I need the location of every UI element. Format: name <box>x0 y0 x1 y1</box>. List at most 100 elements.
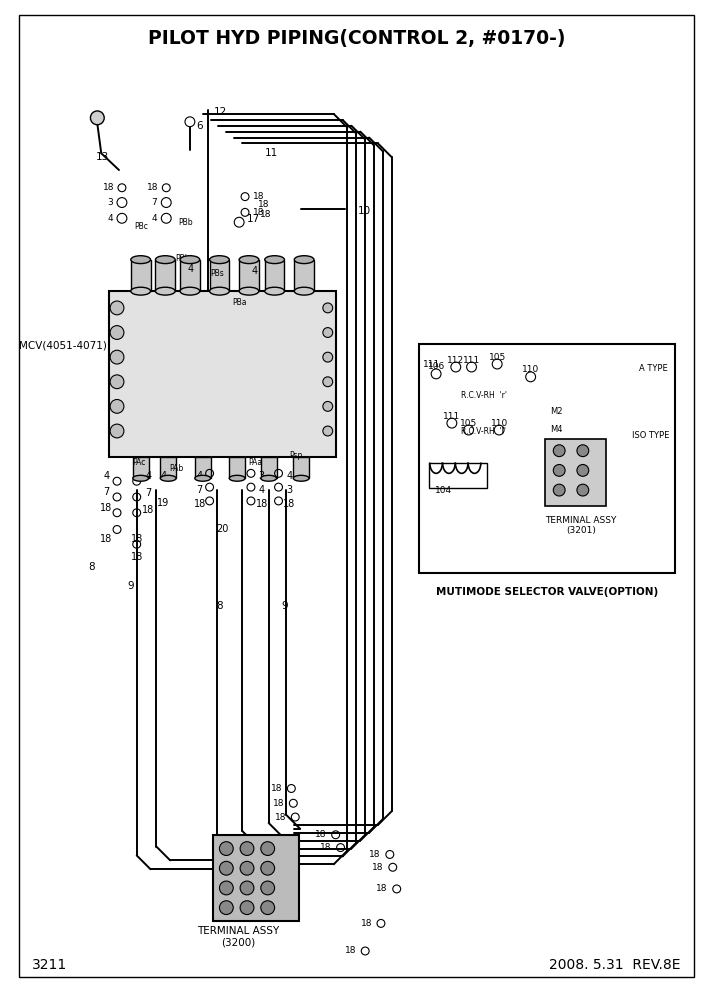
Text: 7: 7 <box>145 488 152 498</box>
Circle shape <box>185 117 195 127</box>
Circle shape <box>323 352 333 362</box>
Text: 18: 18 <box>147 184 159 192</box>
Ellipse shape <box>155 288 175 295</box>
Text: 110: 110 <box>491 419 508 428</box>
Text: 18: 18 <box>369 850 381 859</box>
Ellipse shape <box>155 256 175 264</box>
Bar <box>239 260 259 292</box>
Bar <box>419 344 675 572</box>
Bar <box>294 260 314 292</box>
Ellipse shape <box>195 475 211 481</box>
Text: 4: 4 <box>152 214 157 223</box>
Text: R.C.V-RH  'r': R.C.V-RH 'r' <box>461 391 507 400</box>
Bar <box>293 456 309 478</box>
Text: 18: 18 <box>256 499 268 509</box>
Circle shape <box>323 427 333 435</box>
Text: 20: 20 <box>216 525 229 535</box>
Text: 18: 18 <box>131 553 143 562</box>
Circle shape <box>234 217 244 227</box>
Ellipse shape <box>160 475 176 481</box>
Text: ISO TYPE: ISO TYPE <box>632 431 670 440</box>
Text: 18: 18 <box>273 799 284 807</box>
Circle shape <box>323 377 333 387</box>
Text: 4: 4 <box>259 485 265 495</box>
Text: 12: 12 <box>213 107 227 117</box>
Text: 111: 111 <box>443 412 461 421</box>
Text: 13: 13 <box>96 152 109 163</box>
Text: PILOT HYD PIPING(CONTROL 2, #0170-): PILOT HYD PIPING(CONTROL 2, #0170-) <box>147 29 565 49</box>
Text: 4: 4 <box>103 471 110 481</box>
Text: 18: 18 <box>253 192 265 201</box>
Ellipse shape <box>180 288 200 295</box>
Ellipse shape <box>133 475 149 481</box>
Text: 19: 19 <box>157 498 169 508</box>
Text: 18: 18 <box>100 535 112 545</box>
Circle shape <box>117 213 127 223</box>
Circle shape <box>553 464 565 476</box>
Circle shape <box>161 197 171 207</box>
Circle shape <box>220 901 233 915</box>
Ellipse shape <box>131 256 150 264</box>
Text: PBs: PBs <box>211 269 225 278</box>
Circle shape <box>220 841 233 855</box>
Text: 18: 18 <box>100 503 112 513</box>
Text: 3: 3 <box>259 471 265 481</box>
Text: 111: 111 <box>463 355 480 365</box>
Ellipse shape <box>293 475 309 481</box>
Circle shape <box>110 350 124 364</box>
Text: 4: 4 <box>286 471 293 481</box>
Bar <box>109 292 336 456</box>
Circle shape <box>261 861 274 875</box>
Text: 18: 18 <box>258 200 270 209</box>
Text: 18: 18 <box>315 830 327 839</box>
Bar <box>210 260 230 292</box>
Ellipse shape <box>265 256 284 264</box>
Text: 7: 7 <box>103 487 110 497</box>
Circle shape <box>261 841 274 855</box>
Ellipse shape <box>230 475 245 481</box>
Circle shape <box>161 213 171 223</box>
Text: PAc: PAc <box>132 458 145 467</box>
Text: 105: 105 <box>460 419 477 428</box>
Text: 18: 18 <box>372 863 384 872</box>
Circle shape <box>220 881 233 895</box>
Text: 4: 4 <box>188 264 194 274</box>
Circle shape <box>553 444 565 456</box>
Text: M4: M4 <box>550 425 563 434</box>
Circle shape <box>110 375 124 389</box>
Text: 3: 3 <box>286 485 293 495</box>
Text: 9: 9 <box>281 601 288 611</box>
Circle shape <box>110 325 124 339</box>
Text: PBb: PBb <box>176 254 190 263</box>
Text: PBc: PBc <box>135 221 149 231</box>
Text: 18: 18 <box>102 184 114 192</box>
Text: R.C.V-RH  'l': R.C.V-RH 'l' <box>461 427 505 435</box>
Text: 104: 104 <box>435 486 453 495</box>
Text: 18: 18 <box>320 843 332 852</box>
Text: 18: 18 <box>376 885 388 894</box>
Text: PBb: PBb <box>178 217 193 227</box>
Circle shape <box>117 197 127 207</box>
Text: 7: 7 <box>197 485 203 495</box>
Text: 18: 18 <box>345 946 357 955</box>
Circle shape <box>553 484 565 496</box>
Circle shape <box>261 881 274 895</box>
Text: 18: 18 <box>275 812 286 821</box>
Bar <box>230 456 245 478</box>
Text: PBa: PBa <box>232 299 246 308</box>
Text: 3: 3 <box>107 198 113 207</box>
Text: 2008. 5.31  REV.8E: 2008. 5.31 REV.8E <box>549 957 680 972</box>
Text: PAb: PAb <box>169 464 183 473</box>
Text: 4: 4 <box>252 267 258 277</box>
Ellipse shape <box>180 256 200 264</box>
Text: 3211: 3211 <box>32 957 67 972</box>
Text: 18: 18 <box>283 499 296 509</box>
Ellipse shape <box>294 256 314 264</box>
Text: 18: 18 <box>260 210 271 219</box>
Circle shape <box>110 301 124 314</box>
Text: 10: 10 <box>357 206 371 216</box>
Bar <box>131 260 150 292</box>
Ellipse shape <box>239 256 259 264</box>
Text: 106: 106 <box>428 362 445 371</box>
Text: 11: 11 <box>265 148 278 159</box>
